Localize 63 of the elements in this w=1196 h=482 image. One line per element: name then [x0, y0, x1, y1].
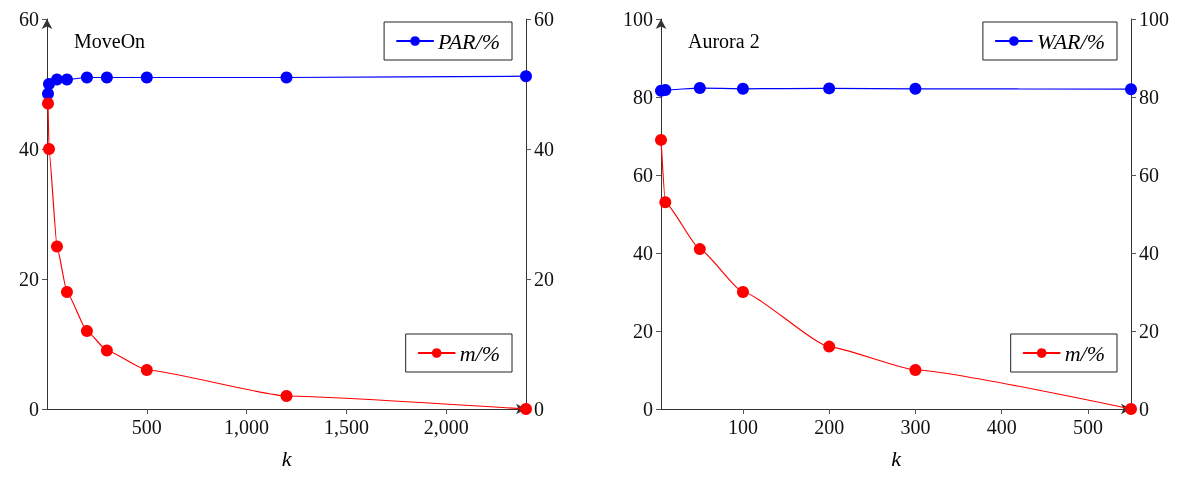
- text: Aurora 2: [688, 30, 760, 52]
- x-tick-label: 2,000: [423, 416, 469, 438]
- y-tick-label: 20: [19, 268, 39, 290]
- x-tick-label: 500: [131, 416, 162, 438]
- y-tick-label: 20: [633, 320, 653, 342]
- y-tick-label: 100: [623, 8, 653, 30]
- y2-tick-label: 80: [1139, 86, 1159, 108]
- x-tick-label: 100: [727, 416, 758, 438]
- point: [280, 71, 293, 84]
- y2-tick-label: 60: [534, 8, 554, 30]
- point: [736, 286, 749, 298]
- legend-label: m/%: [459, 340, 500, 366]
- x-tick-label: 1,500: [323, 416, 369, 438]
- x-tick-label: 300: [900, 416, 931, 438]
- x-axis-title: k: [891, 445, 903, 471]
- y2-tick-label: 20: [534, 268, 554, 290]
- x-tick-label: 1,000: [224, 416, 270, 438]
- point: [693, 82, 706, 95]
- x-tick-label: 500: [1072, 416, 1103, 438]
- y2-tick-label: 0: [1139, 398, 1149, 420]
- point: [659, 196, 672, 209]
- y2-tick-label: 40: [1139, 242, 1159, 264]
- point: [80, 325, 93, 337]
- y2-tick-label: 60: [1139, 164, 1159, 186]
- point: [520, 70, 532, 83]
- y-tick-label: 40: [633, 242, 653, 264]
- y-tick-label: 0: [643, 398, 653, 420]
- x-tick-label: 200: [814, 416, 845, 438]
- point: [736, 82, 749, 95]
- point: [909, 364, 922, 376]
- y2-tick-label: 100: [1139, 8, 1169, 30]
- x-axis-title: k: [281, 445, 293, 471]
- point: [823, 82, 836, 95]
- point: [43, 143, 55, 155]
- x-tick-label: 400: [986, 416, 1017, 438]
- point: [1125, 403, 1137, 415]
- point: [140, 364, 153, 376]
- point: [80, 71, 93, 84]
- point: [50, 240, 63, 253]
- legend-label: PAR/%: [437, 28, 500, 54]
- point: [60, 286, 73, 298]
- y2-tick-label: 40: [534, 138, 554, 160]
- legend-label: m/%: [1064, 340, 1105, 366]
- point: [100, 344, 113, 357]
- y2-tick-label: 0: [534, 398, 544, 420]
- y2-tick-label: 20: [1139, 320, 1159, 342]
- point: [909, 82, 922, 95]
- y-tick-label: 80: [633, 86, 653, 108]
- point: [42, 97, 54, 110]
- text: MoveOn: [74, 30, 146, 52]
- point: [1125, 83, 1137, 96]
- legend-label: WAR/%: [1036, 28, 1105, 54]
- y-tick-label: 0: [29, 398, 39, 420]
- point: [280, 390, 293, 402]
- y-tick-label: 60: [19, 8, 39, 30]
- point: [140, 71, 153, 84]
- point: [655, 133, 667, 146]
- point: [520, 403, 532, 415]
- y-tick-label: 60: [633, 164, 653, 186]
- y-tick-label: 40: [19, 138, 39, 160]
- point: [100, 71, 113, 84]
- point: [693, 243, 706, 256]
- point: [823, 340, 836, 353]
